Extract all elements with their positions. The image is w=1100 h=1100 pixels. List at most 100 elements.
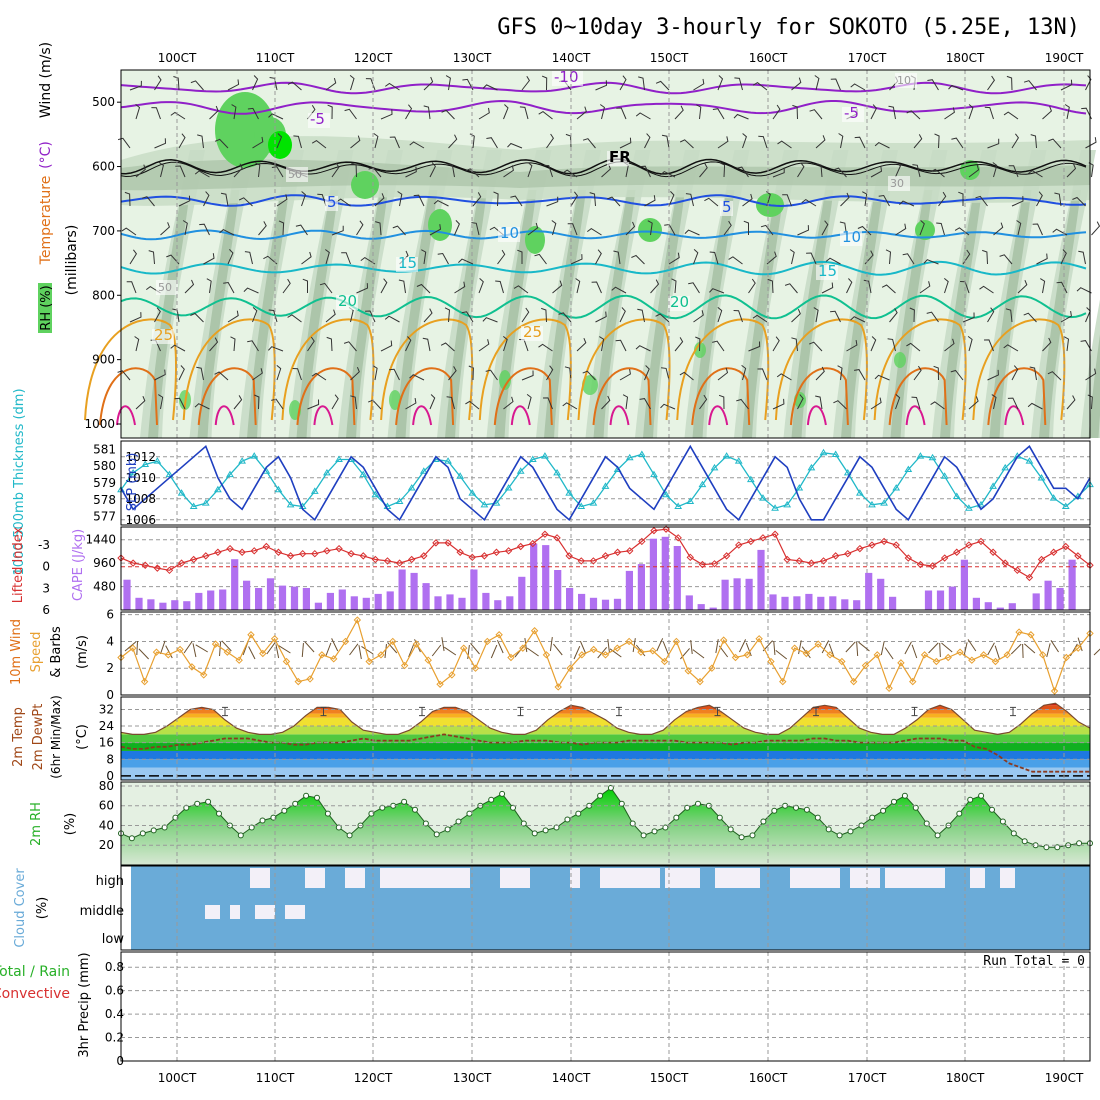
wind-barb xyxy=(276,194,288,207)
cape-bar xyxy=(733,578,741,610)
lifted-point xyxy=(311,549,319,558)
grid-rh xyxy=(121,782,1090,865)
cloud-high-gap xyxy=(715,868,760,888)
wind10-point xyxy=(1050,687,1059,695)
lifted-point xyxy=(395,559,404,567)
thickness-point xyxy=(1025,457,1034,464)
wind-barb xyxy=(375,221,382,236)
wind10-point xyxy=(507,653,515,662)
thickness-point xyxy=(1061,502,1070,510)
wind-barb xyxy=(538,110,553,120)
rh2m-point xyxy=(891,798,897,805)
rh2m-point xyxy=(912,804,919,811)
wind10-barb xyxy=(635,644,646,657)
wind10-tick-4: 4 xyxy=(106,634,114,648)
lifted-point xyxy=(492,548,501,556)
lifted-point xyxy=(359,552,367,560)
thickness-point xyxy=(759,494,767,501)
rh2m-point xyxy=(597,792,604,799)
top-axis-label-170CT: 170CT xyxy=(848,51,887,65)
lifted-point xyxy=(165,566,174,575)
wind-barb xyxy=(365,78,376,91)
wind-barb xyxy=(968,104,974,120)
wind-barb xyxy=(392,225,406,236)
wind10-barb xyxy=(124,641,137,652)
contour-30-arc xyxy=(296,367,356,426)
wind10-point xyxy=(318,651,326,659)
wind-barb xyxy=(870,166,883,178)
wind-barb xyxy=(462,78,474,91)
ua-tick-900: 900 xyxy=(92,353,115,367)
lifted-point xyxy=(468,553,476,562)
rh2m-point xyxy=(901,792,908,799)
wind-barb xyxy=(958,191,964,206)
wind-barb xyxy=(247,340,259,352)
precip-label-total: Total / Rain xyxy=(0,964,70,980)
cape-bar xyxy=(924,590,933,610)
wind-barb xyxy=(331,394,339,410)
cloud-high-gap xyxy=(305,868,325,888)
wind-barb xyxy=(117,370,131,381)
wind-barb xyxy=(816,163,823,178)
wind10-point xyxy=(743,651,752,659)
wind-barb xyxy=(196,366,204,381)
wind-barb xyxy=(685,193,694,207)
contour-label: 15 xyxy=(818,262,837,280)
wind-barb xyxy=(1030,134,1037,149)
temp-maxbar xyxy=(419,706,425,717)
rh2m-point xyxy=(444,826,451,833)
rh-band-dark xyxy=(1088,334,1100,438)
wind-barb xyxy=(178,133,186,149)
wind-barb xyxy=(373,133,379,149)
rh2m-point xyxy=(466,810,473,817)
rh2m-point xyxy=(847,828,854,835)
contour-35-arc xyxy=(116,405,136,426)
wind-barb xyxy=(635,345,651,352)
wind10-barb xyxy=(349,643,359,656)
wind-barb xyxy=(1085,137,1097,149)
thickness-point xyxy=(238,457,247,464)
contour-30-arc xyxy=(987,367,1047,426)
thickness-point xyxy=(843,468,852,476)
wind-barb xyxy=(951,137,964,149)
lifted-point xyxy=(383,557,392,565)
cape-bar xyxy=(1044,580,1052,610)
contour-35-arc xyxy=(510,405,531,426)
wind10-barb xyxy=(963,642,968,657)
lifted-point xyxy=(541,530,549,538)
cape-bar xyxy=(542,545,550,610)
temp-band xyxy=(121,717,1090,727)
thickness-point xyxy=(855,489,864,496)
wind-barb xyxy=(268,309,278,323)
wind-barb xyxy=(987,307,995,323)
wind-barb xyxy=(923,259,939,265)
wind10-barb xyxy=(967,639,977,652)
wind10-point xyxy=(247,631,255,639)
wind-barb xyxy=(619,75,627,91)
wind-barb xyxy=(1054,192,1062,207)
wind-barb xyxy=(513,285,529,294)
wind-barb xyxy=(351,162,357,178)
thickness-tick-578: 578 xyxy=(93,493,116,507)
wind-barb xyxy=(1029,366,1037,381)
wind10-point xyxy=(625,637,633,646)
wind-barb xyxy=(944,338,955,352)
wind-barb xyxy=(895,394,901,410)
wind-barb xyxy=(278,220,285,236)
wind-barb xyxy=(233,395,243,410)
wind-barb xyxy=(570,191,579,207)
lifted-point xyxy=(553,534,561,542)
wind-barb xyxy=(930,168,945,178)
cape-bar xyxy=(422,583,430,610)
wind-barb xyxy=(405,336,412,352)
wind-barb xyxy=(1023,80,1037,91)
wind-barb xyxy=(126,281,137,294)
wind-barb xyxy=(302,278,308,293)
lifted-point xyxy=(710,560,719,568)
thickness-point xyxy=(153,457,162,464)
wind10-point xyxy=(779,677,787,686)
wind-barb xyxy=(350,135,361,149)
thickness-point xyxy=(989,482,997,489)
temp-maxbar xyxy=(320,706,327,717)
wind-barb xyxy=(968,164,980,178)
